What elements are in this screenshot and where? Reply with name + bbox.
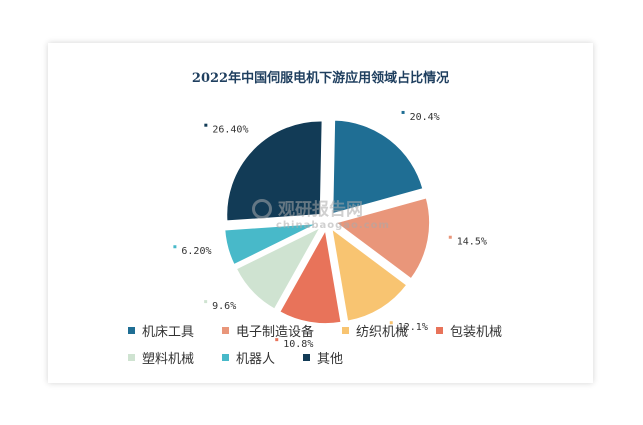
legend-item-1: 机床工具 — [128, 321, 194, 340]
data-label-6: 6.20% — [181, 246, 211, 257]
legend-label: 塑料机械 — [142, 352, 195, 367]
pie-slice-4 — [278, 227, 343, 325]
legend-swatch — [128, 354, 135, 361]
watermark-url: chinabaogao.com — [276, 220, 390, 231]
legend-item-4: 包装机械 — [436, 321, 502, 340]
pie-slice-3 — [330, 226, 409, 323]
data-label-marker-3 — [389, 321, 393, 325]
legend-label: 包装机械 — [450, 325, 503, 340]
pie-chart: 20.4% 14.5% 12.1% 10.8% 9.6% 6.20% 26.40% — [173, 110, 487, 350]
data-label-marker-4 — [275, 338, 279, 342]
legend-swatch — [303, 354, 311, 361]
data-label-marker-6 — [173, 245, 177, 249]
watermark-text: 观研报告网 — [278, 200, 363, 220]
data-label-marker-5 — [204, 300, 208, 304]
data-label-3: 12.1% — [398, 322, 428, 333]
chart-title: 2022年中国伺服电机下游应用领域占比情况 — [191, 71, 450, 86]
legend-item-2: 电子制造设备 — [222, 321, 314, 340]
data-label-4: 10.8% — [283, 339, 313, 350]
legend-swatch — [222, 354, 230, 361]
legend-swatch — [128, 327, 135, 334]
pie-slice-1 — [331, 119, 425, 215]
data-label-1: 20.4% — [410, 112, 440, 123]
legend-swatch — [222, 327, 230, 334]
data-label-7: 26.40% — [212, 125, 248, 136]
legend-item-5: 塑料机械 — [128, 348, 194, 367]
pie-slice-7 — [225, 120, 324, 222]
chart-card: 2022年中国伺服电机下游应用领域占比情况 20.4% 14.5% 12.1% 10.… — [48, 43, 593, 383]
legend-swatch — [436, 327, 444, 334]
legend-item-6: 机器人 — [222, 348, 275, 367]
legend-item-7: 其他 — [303, 348, 343, 367]
data-label-2: 14.5% — [457, 237, 487, 248]
legend-label: 机床工具 — [142, 325, 195, 340]
pie-slice-5 — [235, 225, 323, 311]
watermark-logo-icon — [252, 199, 272, 219]
pie-slice-2 — [334, 196, 431, 281]
pie-slice-6 — [223, 222, 319, 266]
legend-label: 纺织机械 — [356, 325, 409, 340]
data-label-marker-1 — [401, 110, 405, 114]
data-label-marker-2 — [448, 235, 452, 239]
data-label-marker-7 — [204, 123, 208, 127]
legend-swatch — [342, 327, 350, 334]
data-label-5: 9.6% — [212, 301, 236, 312]
watermark: 观研报告网 chinabaogao.com — [252, 195, 390, 231]
legend-label: 机器人 — [236, 352, 276, 367]
legend-label: 电子制造设备 — [236, 325, 315, 340]
legend-label: 其他 — [317, 352, 344, 367]
legend-item-3: 纺织机械 — [342, 321, 408, 340]
chart-legend: 机床工具 电子制造设备 纺织机械 包装机械塑料机械 机器人 其他 — [128, 321, 568, 367]
